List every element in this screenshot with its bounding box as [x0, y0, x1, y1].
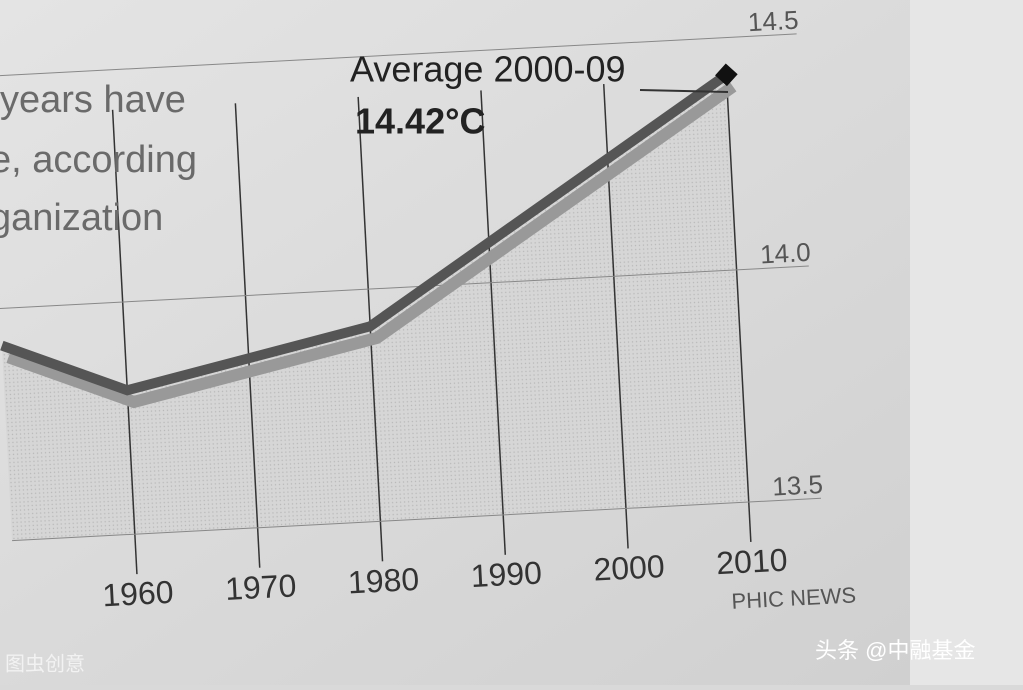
y-tick-label: 14.5: [747, 5, 799, 38]
x-tick-label: 1990: [470, 554, 543, 594]
end-marker: [715, 63, 738, 87]
y-tick-label: 14.0: [759, 237, 811, 270]
annotation-value: 14.42°C: [355, 101, 485, 142]
watermark: 图虫创意: [5, 652, 85, 675]
x-tick-label: 1960: [101, 574, 174, 614]
page-edge: [910, 0, 1023, 685]
grid-line: [111, 109, 138, 575]
x-tick-label: 1980: [347, 561, 420, 601]
grid-line: [0, 265, 809, 309]
grid-line: [725, 77, 752, 543]
body-text: ganization: [0, 197, 163, 239]
grid-line: [12, 497, 821, 542]
annotation-title: Average 2000-09: [350, 49, 626, 90]
grid-line: [234, 103, 261, 568]
annotation-leader: [639, 89, 729, 93]
x-tick-label: 1970: [224, 567, 297, 607]
x-tick-label: 2000: [593, 548, 666, 588]
body-text: years have: [0, 79, 186, 121]
grid-line: [0, 33, 797, 77]
body-text: e, according: [0, 139, 197, 181]
watermark: 头条 @中融基金: [815, 638, 975, 663]
plot: 1960 1970 1980 1990 2000 201013.514.014.5PHIC…: [0, 5, 857, 614]
line: [0, 70, 730, 396]
grid-line: [480, 90, 507, 555]
x-tick-label: 2010: [715, 542, 788, 582]
y-tick-label: 13.5: [771, 469, 823, 502]
line-shadow: [6, 81, 737, 409]
